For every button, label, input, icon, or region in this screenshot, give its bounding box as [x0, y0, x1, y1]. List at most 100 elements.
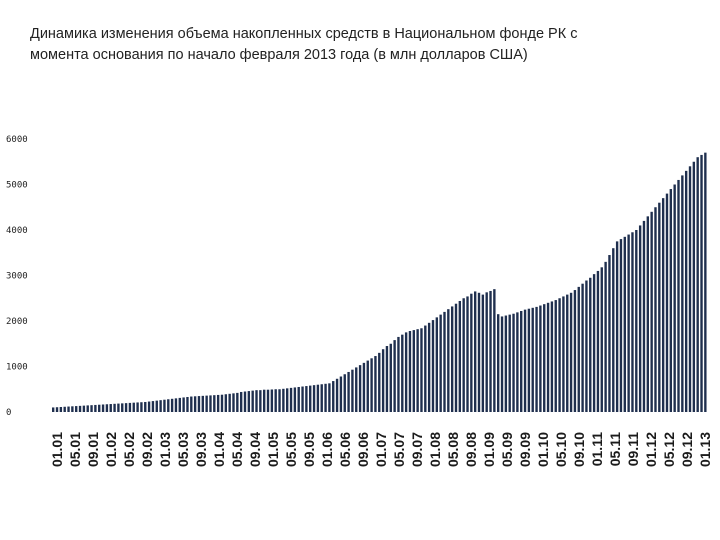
bar [546, 302, 550, 412]
bar [71, 406, 74, 412]
bar [232, 393, 235, 412]
bar [500, 316, 504, 412]
bar [282, 388, 285, 412]
bar [347, 371, 350, 412]
bar [569, 292, 573, 412]
bar [178, 397, 181, 412]
bar [301, 386, 304, 412]
x-tick-label: 01.05 [265, 432, 281, 467]
bar [704, 152, 707, 412]
bar [654, 207, 657, 412]
x-tick-label: 01.02 [103, 432, 119, 467]
bar [335, 378, 339, 412]
bar [485, 292, 488, 412]
bar [309, 385, 312, 412]
x-tick-label: 05.05 [283, 432, 299, 467]
bar [539, 305, 542, 412]
bar [462, 298, 465, 412]
bar [121, 403, 124, 412]
x-tick-label: 01.12 [643, 432, 659, 467]
bar [312, 385, 316, 412]
bar [75, 406, 78, 412]
bar [466, 296, 469, 412]
bar [197, 396, 201, 412]
bar [86, 405, 89, 412]
bar [101, 404, 105, 412]
bar [393, 340, 396, 412]
bar [520, 310, 523, 412]
bar [151, 401, 155, 412]
bar [362, 362, 366, 412]
bar [420, 328, 423, 412]
bar [144, 401, 147, 412]
x-tick-label: 05.02 [121, 432, 137, 467]
bar [681, 175, 684, 412]
bar [385, 346, 389, 412]
bar [105, 404, 109, 412]
bar [554, 300, 557, 412]
y-axis: 0 1000 2000 3000 4000 5000 6000 [6, 135, 28, 418]
bar [427, 322, 431, 412]
bar [477, 292, 481, 412]
bar [324, 383, 327, 412]
bar [592, 274, 596, 412]
bar [447, 309, 450, 412]
x-tick-label: 09.06 [355, 432, 371, 467]
bar [167, 399, 170, 412]
bar [650, 211, 653, 412]
bar [435, 317, 439, 412]
bar [117, 403, 120, 412]
bar [351, 369, 354, 412]
x-tick-label: 01.13 [697, 432, 713, 467]
bar [224, 394, 228, 412]
bar [642, 220, 646, 412]
bar [431, 320, 435, 412]
bar [497, 314, 500, 412]
bar [201, 395, 204, 412]
bar [596, 270, 600, 412]
bar [473, 291, 477, 412]
bar [147, 401, 151, 412]
bar [374, 356, 377, 412]
bar [113, 403, 116, 412]
bar [688, 166, 692, 412]
bar [408, 331, 412, 412]
x-tick-label: 05.09 [499, 432, 515, 467]
x-tick-label: 01.09 [481, 432, 497, 467]
bar [454, 303, 458, 412]
bar [278, 389, 281, 412]
bar [389, 343, 392, 412]
bar [661, 198, 665, 412]
bar [98, 404, 101, 412]
bar [339, 376, 343, 412]
bar [535, 306, 538, 412]
bar [274, 389, 277, 412]
bar [155, 400, 158, 413]
bar [209, 395, 212, 412]
bar [78, 405, 82, 412]
bar [458, 300, 462, 412]
bar [136, 402, 139, 412]
bar [566, 294, 569, 412]
bar [608, 255, 611, 412]
bar [692, 161, 696, 412]
bar [669, 189, 673, 412]
bar [59, 407, 63, 412]
bar [193, 396, 197, 412]
bar [82, 405, 86, 412]
bar [450, 306, 454, 412]
bar [508, 314, 511, 412]
bar [251, 390, 254, 412]
bar [493, 289, 496, 412]
bar [581, 283, 584, 412]
bar [604, 261, 607, 412]
bar [262, 389, 266, 412]
bar [543, 304, 546, 412]
bar [684, 170, 688, 412]
bar [94, 404, 97, 412]
bar [328, 383, 331, 412]
x-tick-label: 09.02 [139, 432, 155, 467]
y-tick-label: 2000 [6, 317, 28, 327]
bar [159, 400, 162, 412]
bar [270, 389, 274, 412]
